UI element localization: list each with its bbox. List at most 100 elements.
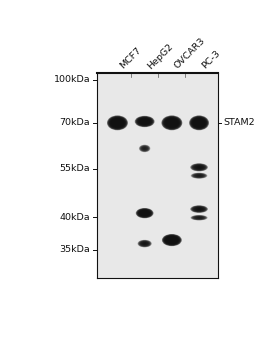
Ellipse shape <box>166 237 178 244</box>
Ellipse shape <box>162 116 182 130</box>
Ellipse shape <box>139 240 151 247</box>
Ellipse shape <box>192 173 206 178</box>
Ellipse shape <box>141 242 148 245</box>
Ellipse shape <box>141 146 148 150</box>
Ellipse shape <box>197 217 202 218</box>
Ellipse shape <box>142 212 147 215</box>
Ellipse shape <box>113 119 122 126</box>
Ellipse shape <box>196 166 202 169</box>
Ellipse shape <box>168 120 176 126</box>
Ellipse shape <box>189 116 209 130</box>
Ellipse shape <box>194 174 204 177</box>
Ellipse shape <box>113 120 122 126</box>
Ellipse shape <box>193 118 205 128</box>
Ellipse shape <box>190 116 208 130</box>
Ellipse shape <box>196 217 202 219</box>
Ellipse shape <box>192 164 206 170</box>
Ellipse shape <box>139 210 150 216</box>
Ellipse shape <box>116 122 119 124</box>
Ellipse shape <box>190 205 208 213</box>
Ellipse shape <box>191 206 207 212</box>
Ellipse shape <box>166 237 177 243</box>
Ellipse shape <box>140 145 150 152</box>
Ellipse shape <box>195 207 204 211</box>
Ellipse shape <box>141 211 148 215</box>
Ellipse shape <box>193 206 206 212</box>
Ellipse shape <box>115 121 120 125</box>
Ellipse shape <box>142 147 147 150</box>
Ellipse shape <box>142 120 148 123</box>
Ellipse shape <box>141 146 149 151</box>
Ellipse shape <box>197 121 201 125</box>
Ellipse shape <box>193 206 205 212</box>
Ellipse shape <box>141 146 148 151</box>
Ellipse shape <box>138 118 151 125</box>
Ellipse shape <box>112 119 123 127</box>
Ellipse shape <box>163 117 181 129</box>
Ellipse shape <box>170 239 173 241</box>
Text: MCF7: MCF7 <box>119 46 143 71</box>
Ellipse shape <box>196 166 202 169</box>
Ellipse shape <box>196 208 202 210</box>
Ellipse shape <box>141 146 148 151</box>
Ellipse shape <box>139 118 151 125</box>
Ellipse shape <box>194 216 205 219</box>
Text: 40kDa: 40kDa <box>60 213 90 222</box>
Ellipse shape <box>191 173 207 178</box>
Text: 55kDa: 55kDa <box>60 164 90 173</box>
Ellipse shape <box>197 121 201 124</box>
Text: 100kDa: 100kDa <box>54 75 90 84</box>
Ellipse shape <box>108 116 127 130</box>
Text: 35kDa: 35kDa <box>59 245 90 254</box>
Ellipse shape <box>170 121 174 124</box>
Ellipse shape <box>191 215 207 220</box>
Ellipse shape <box>192 206 206 212</box>
Ellipse shape <box>163 234 181 246</box>
Ellipse shape <box>191 173 207 178</box>
Ellipse shape <box>196 175 202 177</box>
Ellipse shape <box>140 241 149 246</box>
Ellipse shape <box>192 173 206 178</box>
Ellipse shape <box>195 174 203 177</box>
Ellipse shape <box>193 118 205 127</box>
Ellipse shape <box>139 145 150 152</box>
Ellipse shape <box>166 119 178 127</box>
Ellipse shape <box>191 117 208 129</box>
Ellipse shape <box>164 117 180 128</box>
Ellipse shape <box>166 236 178 244</box>
Ellipse shape <box>191 215 207 220</box>
Ellipse shape <box>135 116 154 127</box>
Ellipse shape <box>165 118 179 128</box>
Ellipse shape <box>194 119 204 127</box>
Ellipse shape <box>191 164 207 171</box>
Ellipse shape <box>198 122 201 124</box>
Ellipse shape <box>143 243 147 245</box>
Ellipse shape <box>193 174 205 178</box>
Ellipse shape <box>137 117 152 126</box>
Text: HepG2: HepG2 <box>146 42 175 71</box>
Ellipse shape <box>168 238 175 242</box>
Ellipse shape <box>193 164 205 170</box>
Ellipse shape <box>142 120 147 123</box>
Ellipse shape <box>194 119 204 127</box>
Ellipse shape <box>140 241 149 246</box>
Ellipse shape <box>163 116 181 130</box>
Ellipse shape <box>111 118 124 128</box>
Ellipse shape <box>196 175 202 177</box>
Bar <box>97 73 218 278</box>
Ellipse shape <box>164 118 179 128</box>
Ellipse shape <box>195 120 203 126</box>
Ellipse shape <box>194 216 204 219</box>
Ellipse shape <box>195 208 203 211</box>
Ellipse shape <box>109 117 126 129</box>
Ellipse shape <box>190 116 208 130</box>
Ellipse shape <box>140 119 150 124</box>
Ellipse shape <box>170 122 173 124</box>
Ellipse shape <box>190 163 208 172</box>
Ellipse shape <box>136 117 153 126</box>
Ellipse shape <box>140 146 149 151</box>
Ellipse shape <box>142 242 147 245</box>
Ellipse shape <box>142 242 147 245</box>
Ellipse shape <box>195 120 202 125</box>
Ellipse shape <box>109 117 126 129</box>
